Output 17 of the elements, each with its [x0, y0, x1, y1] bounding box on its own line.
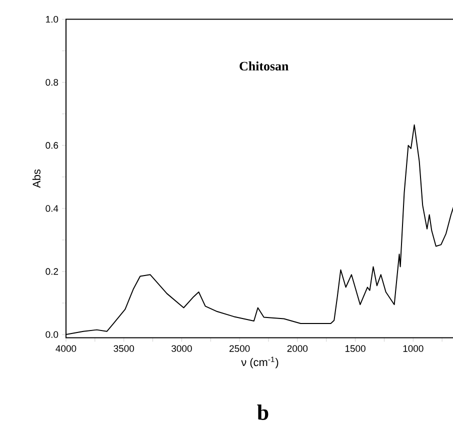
y-tick-label: 1.0 — [46, 16, 58, 23]
x-tick-label: 3000 — [172, 345, 192, 352]
text: Chitosan — [240, 61, 289, 71]
y-tick-label: 0.4 — [46, 205, 58, 212]
x-tick-label: 2500 — [230, 345, 250, 352]
x-tick-label: 4000 — [56, 345, 76, 352]
x-tick-label: 1000 — [403, 345, 424, 352]
x-tick-label: 2000 — [287, 345, 308, 352]
y-tick-label: 0.8 — [46, 78, 58, 86]
y-tick-label: 0.2 — [46, 268, 58, 275]
x-tick-label: 1500 — [345, 345, 366, 352]
y-axis-title: Abs — [32, 169, 40, 188]
x-axis-title: ν (cm$^{-1}$) — [241, 356, 278, 368]
y-tick-label: 0.0 — [46, 331, 58, 338]
y-tick-label: 0.6 — [46, 142, 58, 149]
text: b — [257, 404, 268, 420]
x-tick-label: 3500 — [114, 345, 134, 352]
